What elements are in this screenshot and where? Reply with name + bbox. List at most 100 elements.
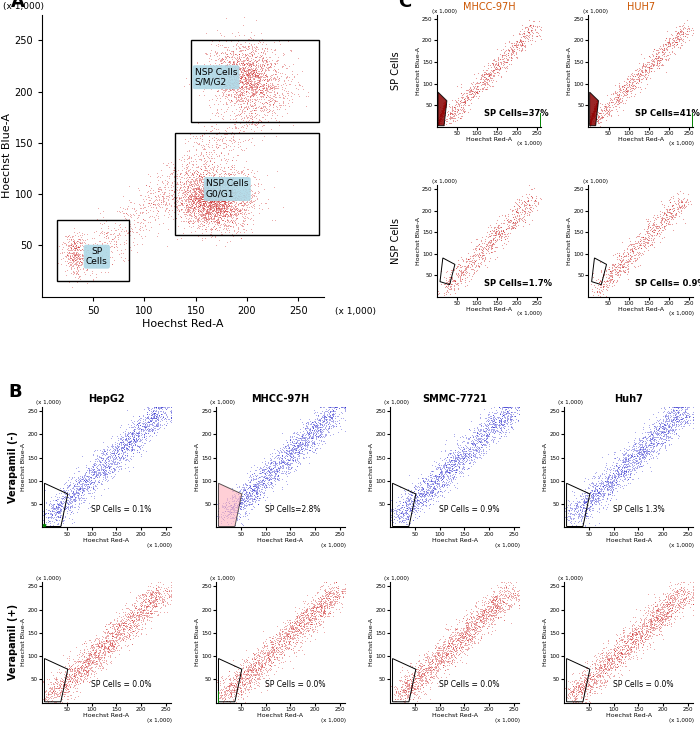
Point (648, 623, 659, 635)
Point (229, 75, 240, 87)
Point (76, 258, 88, 269)
Point (684, 414, 695, 426)
Point (139, 421, 150, 433)
Point (661, 409, 672, 421)
Point (130, 226, 141, 238)
Point (636, 447, 648, 458)
Point (234, 482, 245, 493)
Point (108, 466, 119, 478)
Point (458, 631, 469, 643)
Point (632, 457, 643, 468)
Point (258, 639, 270, 651)
Point (201, 221, 212, 233)
Point (74, 248, 85, 260)
Point (634, 442, 645, 454)
Point (397, 695, 408, 707)
Point (55, 672, 66, 684)
Point (111, 440, 122, 452)
Point (223, 209, 234, 221)
Point (425, 677, 436, 689)
Point (86, 658, 97, 670)
Point (311, 430, 322, 442)
Point (595, 108, 606, 119)
Point (78, 657, 90, 668)
Point (586, 500, 597, 512)
Point (241, 163, 253, 175)
Point (56, 505, 67, 517)
Point (589, 103, 601, 115)
Point (262, 664, 274, 676)
Point (241, 490, 253, 501)
Point (260, 479, 272, 491)
Point (598, 489, 610, 501)
Point (323, 610, 335, 622)
Point (234, 62, 245, 74)
Point (161, 190, 172, 202)
Point (559, 687, 570, 698)
Point (609, 663, 620, 675)
Point (36, 519, 48, 531)
Point (602, 634, 613, 646)
Point (428, 486, 439, 498)
Point (49, 508, 60, 520)
Point (480, 412, 491, 424)
Point (185, 204, 196, 216)
Point (193, 205, 204, 217)
Point (435, 657, 446, 669)
Point (220, 682, 231, 694)
Point (632, 446, 643, 458)
Point (197, 190, 209, 202)
Point (267, 649, 278, 661)
Point (577, 510, 588, 522)
Point (618, 467, 629, 479)
Point (225, 67, 237, 79)
Point (636, 635, 648, 646)
Point (501, 400, 512, 412)
Point (658, 48, 669, 59)
Point (240, 505, 251, 517)
Point (624, 637, 636, 649)
Point (79, 475, 90, 487)
Point (654, 613, 665, 625)
Point (622, 453, 634, 465)
Point (468, 449, 479, 461)
Point (611, 658, 622, 670)
Point (676, 25, 687, 37)
Point (197, 190, 209, 201)
Point (228, 209, 239, 221)
Point (183, 186, 195, 198)
Point (160, 203, 171, 215)
Point (248, 655, 259, 667)
Point (270, 654, 281, 665)
Point (489, 418, 500, 430)
Point (622, 477, 634, 489)
Point (635, 73, 646, 85)
Point (237, 209, 248, 220)
Point (440, 476, 452, 488)
Point (46, 508, 57, 520)
Point (612, 468, 624, 479)
Point (285, 91, 296, 102)
Point (416, 490, 427, 501)
Point (148, 407, 160, 419)
Point (207, 205, 218, 217)
Point (72, 230, 83, 242)
Point (664, 33, 675, 45)
Point (442, 639, 454, 651)
Point (122, 602, 134, 614)
Point (190, 184, 202, 195)
Point (247, 68, 258, 80)
Point (405, 507, 416, 519)
Point (179, 191, 190, 203)
Point (656, 425, 667, 436)
Point (158, 411, 169, 423)
Point (589, 118, 601, 130)
Point (316, 580, 328, 592)
Point (83, 463, 94, 475)
Point (503, 227, 514, 239)
Point (150, 403, 162, 415)
Point (473, 620, 484, 632)
Point (78, 488, 90, 500)
Point (98, 651, 109, 663)
Point (315, 602, 326, 613)
